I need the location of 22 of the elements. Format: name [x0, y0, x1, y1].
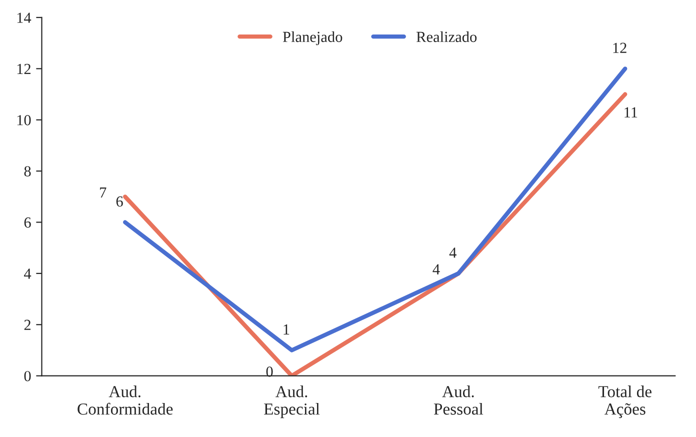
- x-tick-label: Aud. Conformidade: [78, 386, 173, 415]
- y-tick-label: 0: [24, 370, 31, 382]
- y-tick-label: 14: [17, 12, 32, 23]
- data-label: 6: [116, 196, 123, 207]
- data-label: 11: [624, 107, 638, 118]
- x-tick-label: Aud. Especial: [264, 386, 320, 418]
- legend-label: Planejado: [282, 31, 342, 46]
- y-tick-label: 8: [24, 166, 31, 177]
- y-tick-label: 10: [17, 115, 31, 126]
- y-tick-label: 4: [24, 268, 32, 279]
- data-label: 4: [432, 264, 440, 274]
- legend-label: Realizado: [416, 31, 477, 42]
- data-label: 7: [100, 188, 106, 198]
- data-label: 4: [449, 248, 456, 258]
- y-tick-label: 2: [24, 320, 30, 330]
- data-label: 1: [284, 324, 290, 334]
- data-label: 0: [266, 366, 273, 377]
- y-tick-label: 6: [24, 217, 31, 228]
- x-tick-label: Aud. Pessoal: [434, 386, 484, 415]
- x-tick-label: Total de Ações: [598, 386, 652, 418]
- y-tick-label: 12: [17, 64, 30, 74]
- data-label: 12: [613, 42, 626, 53]
